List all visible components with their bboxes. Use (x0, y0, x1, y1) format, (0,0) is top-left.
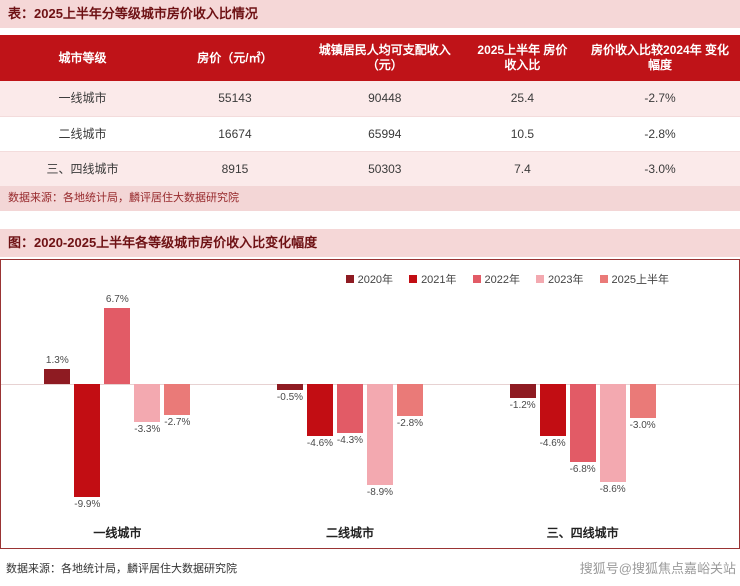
bar (366, 384, 393, 486)
table-source: 数据来源：各地统计局，麟评居住大数据研究院 (0, 186, 740, 211)
table-cell: -2.8% (644, 126, 676, 141)
bar-value-label: -1.2% (509, 399, 536, 411)
bar-value-label: -9.9% (74, 498, 101, 510)
bar-value-label: -4.6% (539, 438, 566, 450)
chart: 2020年 2021年 2022年 2023年 2025上半年 1.3% -9.9% 6.7… (0, 259, 740, 549)
bar-group: -0.5% -4.6% -4.3% -8.9% -2.8% 二线城市 (277, 294, 423, 544)
chart-plot: 1.3% -9.9% 6.7% -3.3% -2.7% 一线城市 -0.5% -4.6% -4.… (1, 294, 739, 544)
bar-value-label: 6.7% (105, 293, 129, 305)
table-row: 二线城市 16674 65994 10.5 -2.8% (0, 116, 740, 151)
bar (396, 384, 423, 416)
chart-footer: 数据来源：各地统计局，麟评居住大数据研究院 搜狐号@搜狐焦点嘉峪关站 (0, 549, 740, 577)
legend-item: 2020年 (345, 271, 394, 287)
bar (44, 369, 71, 384)
bar-value-label: -2.8% (396, 417, 424, 429)
table-header-cell: 2025上半年 房价收入比 (477, 43, 568, 72)
bar (629, 384, 656, 419)
table-cell: 10.5 (510, 126, 535, 141)
table-section-title: 表：2025上半年分等级城市房价收入比情况 (0, 0, 740, 28)
bar-value-label: -2.7% (164, 416, 191, 428)
chart-section-title: 图：2020-2025上半年各等级城市房价收入比变化幅度 (0, 229, 740, 257)
bar-value-label: -6.8% (569, 463, 596, 475)
bar-group: -1.2% -4.6% -6.8% -8.6% -3.0% 三、四线城市 (510, 294, 656, 544)
table-cell: 二线城市 (58, 126, 107, 141)
legend-item: 2022年 (472, 271, 521, 287)
bar-value-label: -3.3% (134, 423, 161, 435)
bar-value-label: -3.0% (629, 420, 656, 432)
bar-value-label: -0.5% (276, 391, 304, 403)
legend-swatch (599, 275, 608, 283)
legend-label: 2025上半年 (611, 274, 669, 286)
table-cell: -3.0% (644, 161, 676, 176)
table-cell: 7.4 (514, 161, 531, 176)
bar (599, 384, 626, 483)
bar (164, 384, 191, 415)
chart-legend: 2020年 2021年 2022年 2023年 2025上半年 (1, 272, 669, 286)
table-cell: 一线城市 (58, 91, 107, 105)
table-header-cell: 城镇居民人均可支配收入（元） (318, 43, 451, 72)
bar-value-label: -8.9% (366, 487, 394, 499)
table-cell: -2.7% (644, 91, 676, 105)
data-table: 城市等级 房价（元/㎡） 城镇居民人均可支配收入（元） 2025上半年 房价收入比 房价… (0, 35, 740, 211)
legend-swatch (409, 275, 418, 283)
legend-item: 2025上半年 (599, 271, 669, 287)
bar (509, 384, 536, 398)
table-cell: 16674 (218, 126, 252, 141)
legend-label: 2020年 (357, 274, 394, 286)
table-cell: 55143 (218, 91, 252, 105)
bar (104, 307, 131, 384)
chart-source: 数据来源：各地统计局，麟评居住大数据研究院 (6, 562, 237, 575)
legend-swatch (472, 275, 481, 283)
legend-label: 2023年 (548, 274, 584, 286)
table-header-cell: 房价（元/㎡） (197, 50, 273, 65)
table-cell: 50303 (368, 161, 402, 176)
table-header: 城市等级 房价（元/㎡） 城镇居民人均可支配收入（元） 2025上半年 房价收入比 房价… (0, 35, 740, 81)
legend-item: 2021年 (409, 271, 457, 287)
table-cell: 三、四线城市 (46, 161, 119, 176)
legend-label: 2022年 (484, 274, 521, 286)
legend-swatch (536, 275, 545, 283)
table-cell: 90448 (368, 91, 402, 105)
bar-group: 1.3% -9.9% 6.7% -3.3% -2.7% 一线城市 (44, 294, 190, 544)
bar (306, 384, 333, 437)
bar-value-label: 1.3% (45, 355, 69, 367)
bar (74, 384, 101, 497)
table-row: 一线城市 55143 90448 25.4 -2.7% (0, 81, 740, 116)
legend-label: 2021年 (421, 274, 457, 286)
x-axis-category-label: 二线城市 (325, 526, 374, 540)
bar (276, 384, 303, 390)
table-row: 三、四线城市 8915 50303 7.4 -3.0% (0, 151, 740, 186)
bar (336, 384, 363, 434)
bar-value-label: -4.6% (306, 438, 334, 450)
bar (569, 384, 596, 462)
table-header-cell: 房价收入比较2024年 变化幅度 (591, 43, 730, 72)
table-cell: 65994 (368, 126, 402, 141)
legend-swatch (345, 275, 354, 283)
x-axis-category-label: 三、四线城市 (546, 526, 619, 540)
table-cell: 8915 (221, 161, 249, 176)
bar-value-label: -8.6% (599, 484, 626, 496)
table-header-cell: 城市等级 (58, 50, 107, 65)
table-cell: 25.4 (510, 91, 535, 105)
table-body: 一线城市 55143 90448 25.4 -2.7% 二线城市 16674 65994 10.… (0, 81, 740, 186)
chart-groups: 1.3% -9.9% 6.7% -3.3% -2.7% 一线城市 -0.5% -4.6% -4.… (1, 294, 699, 544)
watermark: 搜狐号@搜狐焦点嘉峪关站 (579, 561, 736, 576)
bar (134, 384, 161, 422)
bar-value-label: -4.3% (336, 435, 364, 447)
bar (539, 384, 566, 437)
legend-item: 2023年 (536, 271, 584, 287)
x-axis-category-label: 一线城市 (93, 526, 142, 540)
